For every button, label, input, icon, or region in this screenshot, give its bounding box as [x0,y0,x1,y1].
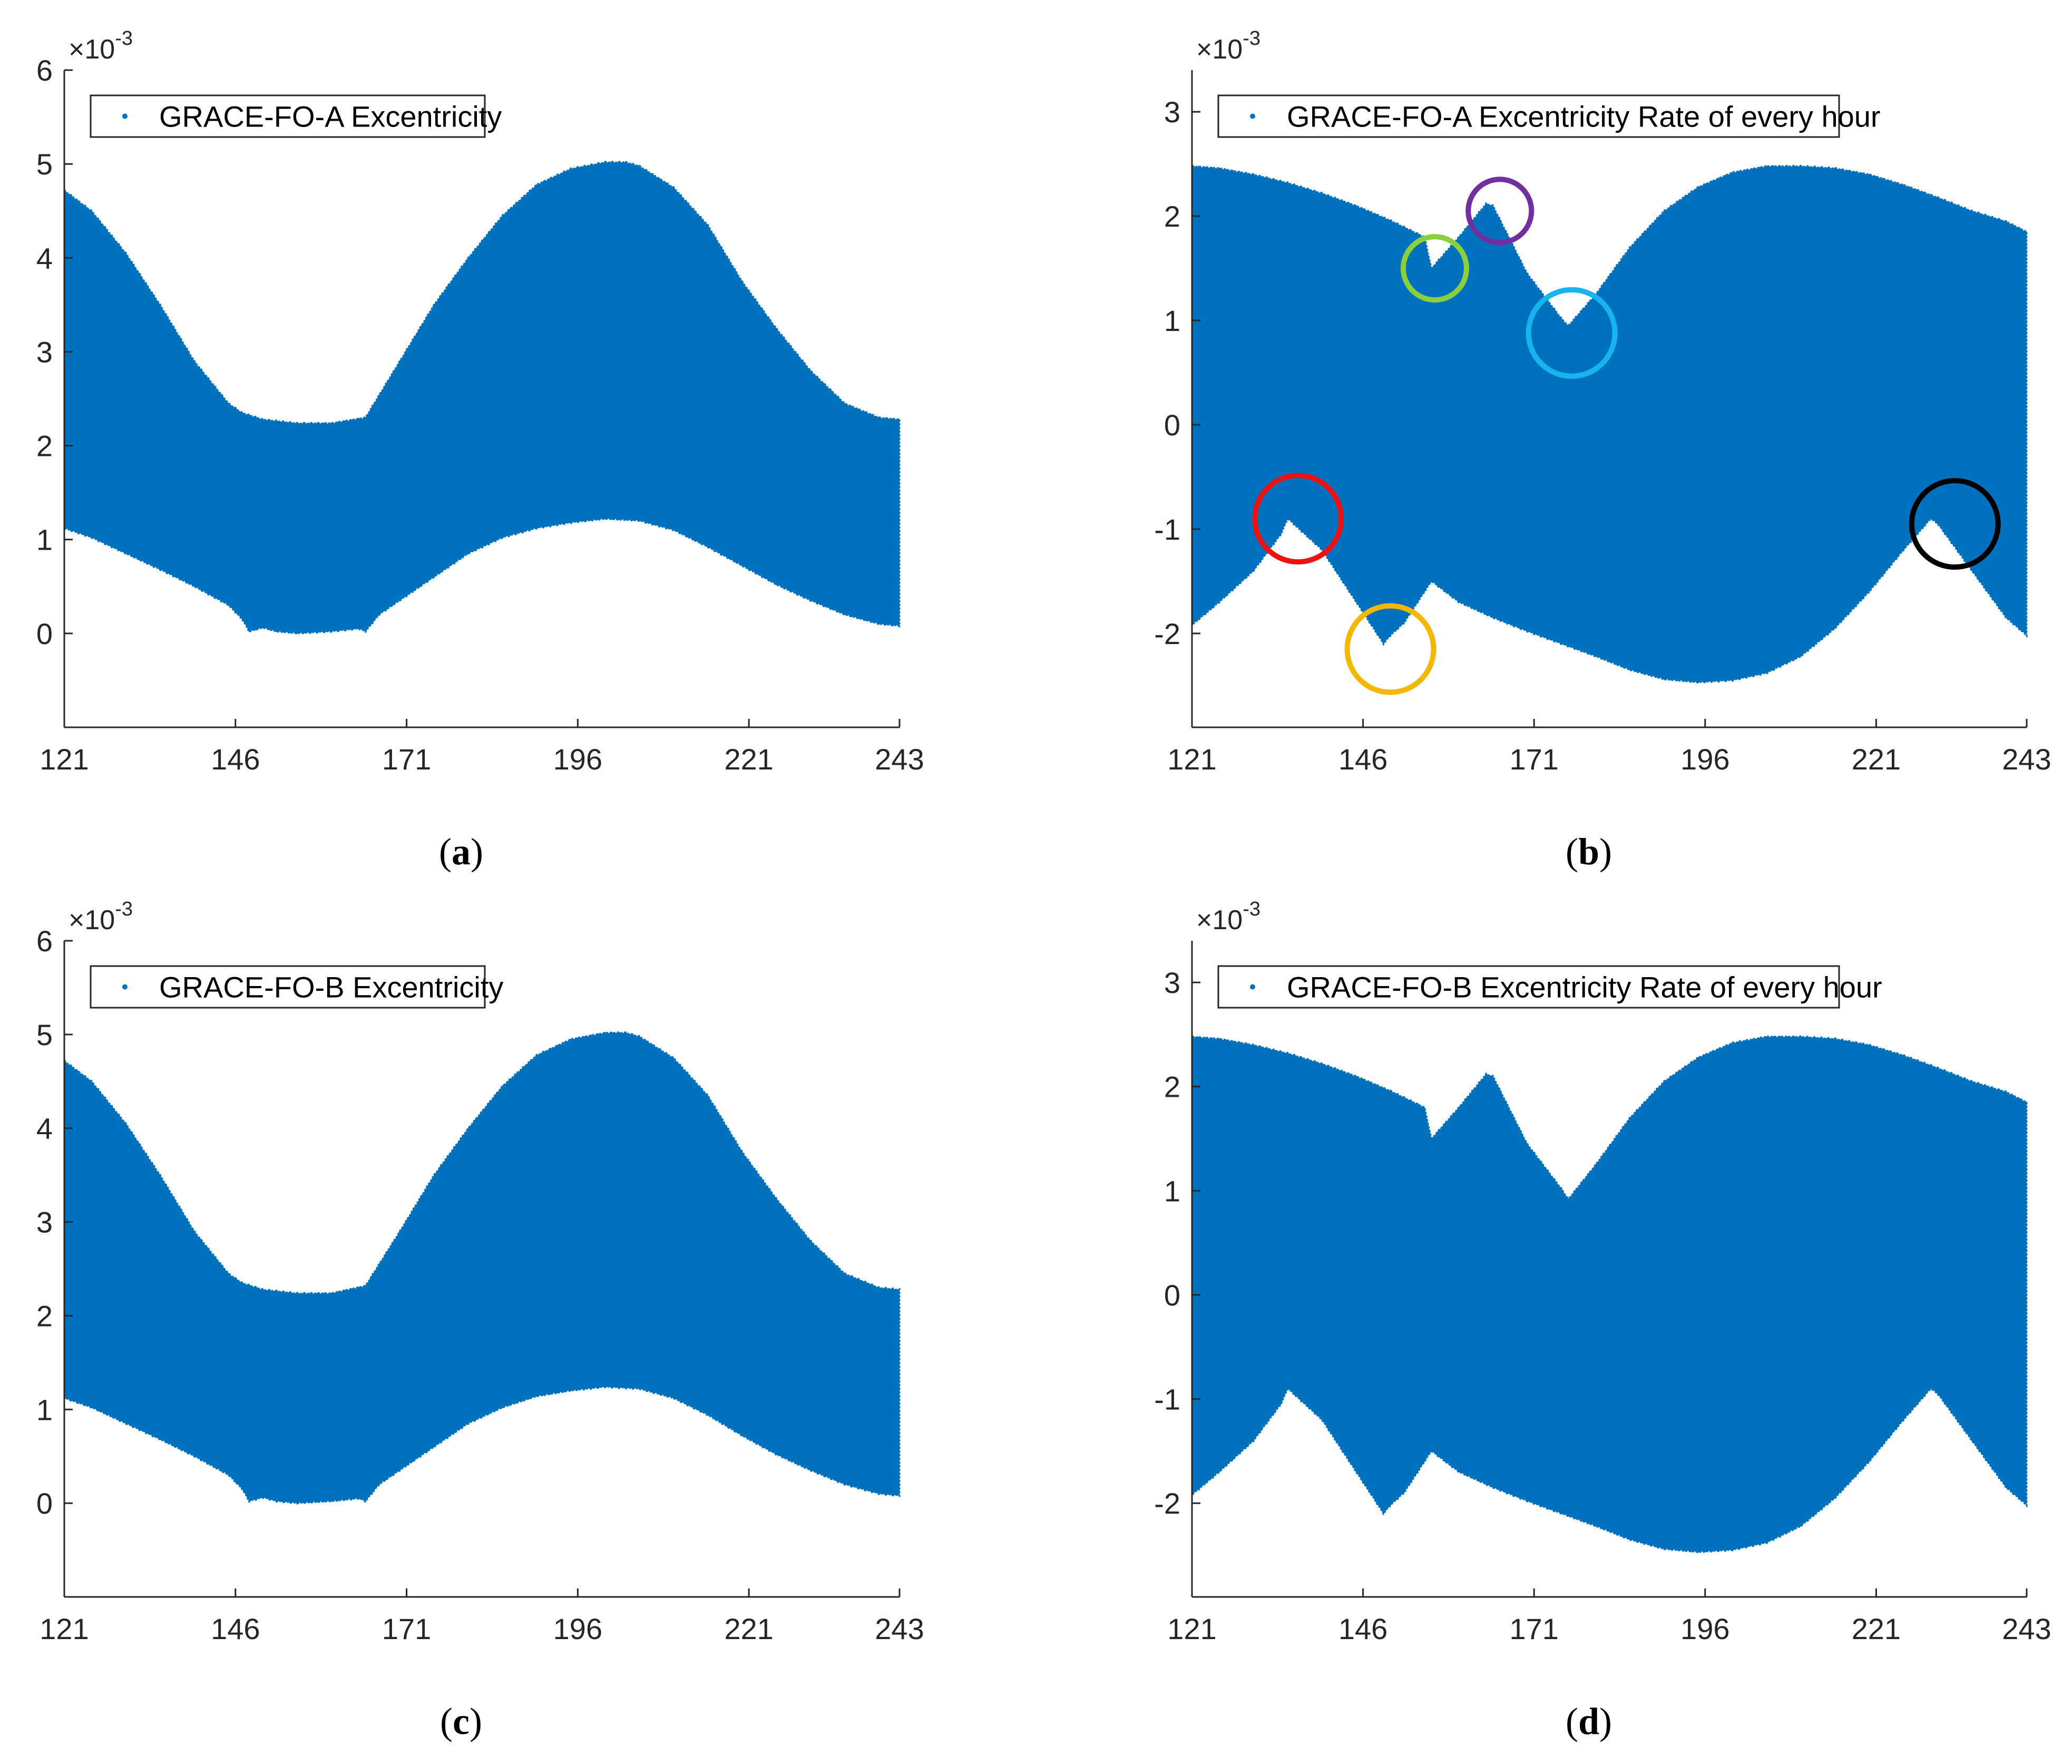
x-tick-label: 196 [1680,743,1729,776]
black-ring [1909,478,2001,570]
y-tick-label: -1 [1154,1383,1180,1416]
x-tick-label: 146 [1338,743,1387,776]
axes-a: 0 1 2 3 4 5 6 121 146 171 196 221 243 ×10-3 [36,27,924,776]
yellow-ring [1344,603,1436,695]
panel-b: -2 -1 0 1 2 3 121 146 171 196 221 243 ×10-3 GRACE-FO-… [1154,27,2051,873]
x-tick-label: 171 [1509,1612,1558,1645]
x-tick-label: 221 [1852,1612,1901,1645]
exponent-label: ×10-3 [69,27,133,65]
legend-marker [122,984,128,990]
x-tick-label: 171 [382,1612,431,1645]
y-tick-label: 3 [36,335,53,368]
y-tick-label: 6 [36,924,53,958]
y-tick-label: 1 [1164,304,1180,337]
panel-caption: (b) [1566,831,1612,873]
y-tick-label: 2 [36,430,53,463]
x-tick-label: 221 [724,1612,773,1645]
y-tick-label: 0 [36,1487,53,1520]
legend-marker [1250,984,1255,990]
blue-ring [1526,287,1618,379]
y-tick-label: 6 [36,54,53,87]
axes-c: 0 1 2 3 4 5 6 121 146 171 196 221 243 ×10-3 [36,898,924,1645]
series-band-c [63,1031,901,1505]
y-tick-label: 4 [36,1112,53,1145]
legend-a: GRACE-FO-A Excentricity [90,94,502,138]
y-tick-label: 0 [1164,1279,1180,1312]
legend-label: GRACE-FO-A Excentricity Rate of every ho… [1287,100,1881,133]
legend-box [90,965,486,1009]
y-tick-label: 0 [36,617,53,650]
x-tick-label: 121 [40,743,89,776]
y-tick-label: 3 [1164,95,1180,129]
y-tick-label: 3 [1164,966,1180,999]
x-tick-label: 121 [1167,743,1216,776]
legend-label: GRACE-FO-B Excentricity [159,971,503,1004]
legend-label: GRACE-FO-B Excentricity Rate of every ho… [1287,971,1882,1004]
x-tick-label: 196 [1680,1612,1729,1645]
x-tick-label: 196 [553,1612,602,1645]
y-tick-label: -1 [1154,513,1180,546]
legend-box [1217,94,1840,138]
x-tick-label: 243 [875,1612,924,1645]
panel-caption: (a) [439,831,483,873]
y-tick-label: -2 [1154,617,1180,650]
green-ring [1400,234,1469,303]
x-tick-label: 121 [1167,1612,1216,1645]
panel-c: 0 1 2 3 4 5 6 121 146 171 196 221 243 ×10-3 GRACE-FO-B… [36,898,924,1742]
legend-d: GRACE-FO-B Excentricity Rate of every ho… [1217,965,1882,1009]
y-tick-label: -2 [1154,1487,1180,1520]
legend-c: GRACE-FO-B Excentricity [90,965,503,1009]
y-tick-label: 1 [1164,1174,1180,1207]
y-tick-label: 0 [1164,408,1180,442]
series-band-d [1191,1035,2028,1554]
y-tick-label: 1 [36,523,53,557]
y-tick-label: 3 [36,1206,53,1239]
x-tick-label: 121 [40,1612,89,1645]
x-tick-label: 243 [2002,1612,2051,1645]
series-band-a [63,160,901,635]
exponent-label: ×10-3 [69,898,133,935]
series-band-b [1191,164,2028,684]
axes-b: -2 -1 0 1 2 3 121 146 171 196 221 243 ×10-3 [1154,27,2051,776]
legend-label: GRACE-FO-A Excentricity [159,100,502,133]
x-tick-label: 171 [382,743,431,776]
x-tick-label: 146 [211,743,260,776]
x-tick-label: 171 [1509,743,1558,776]
y-tick-label: 2 [1164,1070,1180,1104]
y-tick-label: 5 [36,1018,53,1051]
x-tick-label: 221 [1852,743,1901,776]
legend-b: GRACE-FO-A Excentricity Rate of every ho… [1217,94,1881,138]
legend-box [90,94,486,138]
x-tick-label: 243 [2002,743,2051,776]
panel-caption: (c) [440,1700,482,1742]
x-tick-label: 146 [1338,1612,1387,1645]
panel-a: 0 1 2 3 4 5 6 121 146 171 196 221 243 ×10-3 GRACE-FO-A… [36,27,924,873]
y-tick-label: 2 [36,1299,53,1332]
y-tick-label: 2 [1164,200,1180,233]
exponent-label: ×10-3 [1196,27,1260,65]
purple-ring [1465,177,1535,246]
panel-d: -2 -1 0 1 2 3 121 146 171 196 221 243 ×10-3 GRACE-FO-… [1154,898,2051,1742]
x-tick-label: 243 [875,743,924,776]
axes-d: -2 -1 0 1 2 3 121 146 171 196 221 243 ×10-3 [1154,898,2051,1645]
legend-marker [1250,113,1255,119]
exponent-label: ×10-3 [1196,898,1260,935]
x-tick-label: 146 [211,1612,260,1645]
legend-marker [122,113,128,119]
x-tick-label: 221 [724,743,773,776]
x-tick-label: 196 [553,743,602,776]
y-tick-label: 4 [36,241,53,275]
red-ring [1252,473,1344,565]
panel-caption: (d) [1566,1700,1612,1742]
y-tick-label: 1 [36,1393,53,1426]
legend-box [1217,965,1840,1009]
y-tick-label: 5 [36,148,53,181]
